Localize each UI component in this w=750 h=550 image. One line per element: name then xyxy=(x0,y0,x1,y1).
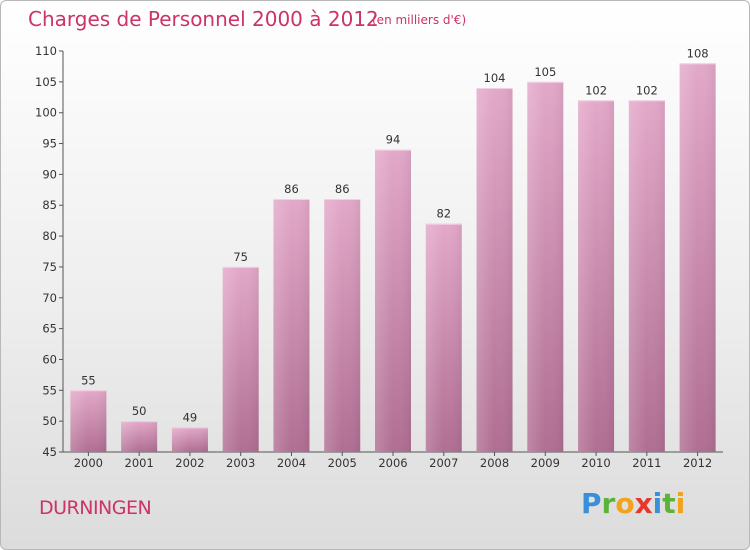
bar-shine xyxy=(121,421,158,452)
bar-shine xyxy=(171,427,208,452)
data-label: 49 xyxy=(183,410,198,424)
data-label: 102 xyxy=(585,83,607,97)
data-label: 104 xyxy=(484,71,506,85)
data-label: 50 xyxy=(132,404,147,418)
bar-shine xyxy=(628,100,665,452)
x-tick-label: 2005 xyxy=(328,456,357,470)
y-tick-label: 100 xyxy=(35,106,57,120)
data-label: 108 xyxy=(687,46,709,60)
logo-letter: r xyxy=(601,487,616,520)
y-tick-label: 50 xyxy=(42,414,57,428)
x-tick-label: 2003 xyxy=(226,456,255,470)
y-tick-label: 70 xyxy=(42,291,57,305)
bar-shine xyxy=(324,199,361,452)
data-label: 82 xyxy=(436,207,451,221)
y-tick-label: 60 xyxy=(42,352,57,366)
x-tick-label: 2000 xyxy=(74,456,103,470)
y-tick-label: 110 xyxy=(35,44,57,58)
bar-shine xyxy=(375,149,411,452)
bar-shine xyxy=(527,81,564,452)
x-tick-label: 2007 xyxy=(429,456,458,470)
axes: 45 50 55 60 65 70 75 80 85 90 95 100 105 110 2000 2001 2… xyxy=(35,44,723,470)
proxiti-logo: Proxiti xyxy=(581,487,685,520)
y-tick-label: 45 xyxy=(42,445,57,459)
place-name: DURNINGEN xyxy=(39,497,152,519)
data-label: 94 xyxy=(386,133,401,147)
logo-letter: t xyxy=(662,487,676,520)
data-label: 55 xyxy=(81,373,96,387)
data-label: 86 xyxy=(335,182,350,196)
y-tick-label: 80 xyxy=(42,229,57,243)
data-label: 102 xyxy=(636,83,658,97)
bar-shine xyxy=(273,199,310,452)
bar-shine xyxy=(222,266,259,452)
bar-shine xyxy=(679,63,716,452)
data-label: 86 xyxy=(284,182,299,196)
chart-title: Charges de Personnel 2000 à 2012 xyxy=(28,7,379,31)
x-tick-label: 2010 xyxy=(581,456,610,470)
chart-subtitle: (en milliers d'€) xyxy=(372,13,467,27)
x-tick-label: 2009 xyxy=(531,456,560,470)
logo-letter: P xyxy=(581,487,602,520)
bar-shine xyxy=(425,223,462,452)
logo-letter: o xyxy=(615,487,635,520)
y-tick-label: 65 xyxy=(42,322,57,336)
data-label: 105 xyxy=(534,65,556,79)
x-tick-label: 2006 xyxy=(378,456,407,470)
x-tick-label: 2008 xyxy=(480,456,509,470)
y-tick-label: 75 xyxy=(42,260,57,274)
x-tick-label: 2004 xyxy=(277,456,306,470)
bar-shine xyxy=(476,88,513,452)
data-labels: 55 50 49 75 86 86 94 82 104 105 102 102 108 xyxy=(81,46,709,424)
bars xyxy=(70,63,716,452)
x-tick-label: 2011 xyxy=(632,456,661,470)
x-tick-label: 2012 xyxy=(683,456,712,470)
logo-letter: i xyxy=(652,487,663,520)
x-tick-label: 2002 xyxy=(175,456,204,470)
x-tick-label: 2001 xyxy=(125,456,154,470)
y-tick-label: 105 xyxy=(35,75,57,89)
data-label: 75 xyxy=(233,250,248,264)
y-tick-label: 55 xyxy=(42,383,57,397)
bar-shine xyxy=(70,390,107,452)
y-tick-label: 90 xyxy=(42,167,57,181)
y-tick-label: 95 xyxy=(42,137,57,151)
logo-letter: i xyxy=(675,487,686,520)
logo-letter: x xyxy=(634,487,653,520)
bar-shine xyxy=(578,100,615,452)
y-tick-label: 85 xyxy=(42,198,57,212)
